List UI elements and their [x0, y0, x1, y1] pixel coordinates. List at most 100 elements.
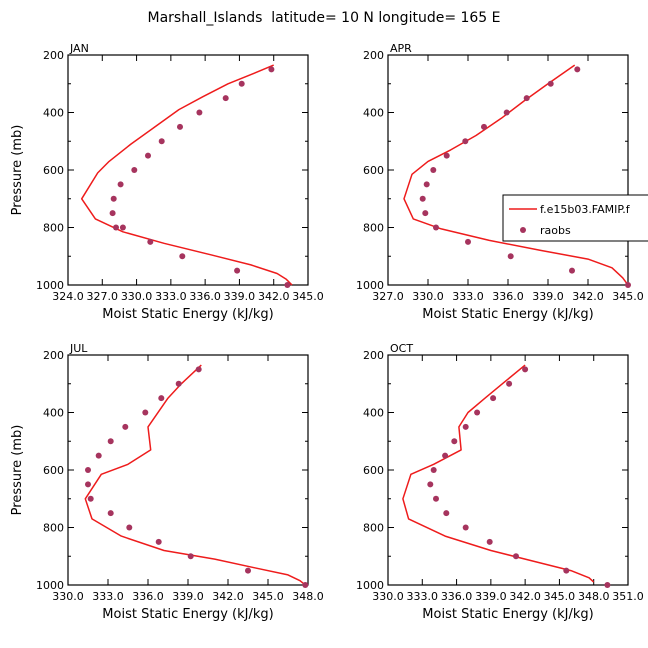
- raobs-point: [238, 80, 245, 87]
- plot-frame: [67, 54, 309, 286]
- y-tick-label: 600: [43, 464, 64, 477]
- legend: f.e15b03.FAMIP.f raobs: [502, 194, 648, 242]
- y-tick-label: 400: [363, 107, 384, 120]
- x-tick-label: 339.0: [224, 290, 256, 303]
- raobs-point: [234, 267, 241, 274]
- raobs-point: [222, 95, 229, 102]
- raobs-point: [474, 409, 481, 416]
- y-tick-label: 1000: [356, 279, 384, 292]
- raobs-point: [522, 366, 529, 373]
- raobs-point: [268, 66, 275, 73]
- y-tick-label: 600: [43, 164, 64, 177]
- raobs-point: [179, 253, 186, 260]
- raobs-point: [433, 495, 439, 502]
- raobs-point: [85, 481, 91, 488]
- raobs-point: [481, 123, 487, 130]
- y-tick-label: 400: [363, 407, 384, 420]
- raobs-point: [547, 80, 554, 87]
- x-tick-label: 339.0: [172, 590, 204, 603]
- legend-model-label: f.e15b03.FAMIP.f: [540, 203, 631, 216]
- raobs-point: [569, 267, 575, 274]
- y-tick-label: 600: [363, 464, 384, 477]
- x-tick-label: 339.0: [475, 590, 507, 603]
- x-tick-label: 339.0: [532, 290, 564, 303]
- raobs-point: [85, 467, 91, 473]
- raobs-point: [113, 224, 119, 231]
- raobs-point: [158, 395, 165, 402]
- figure-title: Marshall_Islands latitude= 10 N longitud…: [147, 10, 500, 26]
- panel-label: JAN: [69, 42, 89, 55]
- x-tick-label: 324.0: [52, 290, 84, 303]
- raobs-point: [462, 423, 469, 430]
- raobs-point: [604, 582, 611, 588]
- x-tick-label: 333.0: [452, 290, 484, 303]
- raobs-point: [465, 238, 471, 245]
- raobs-point: [147, 238, 154, 245]
- raobs-point: [95, 452, 102, 459]
- raobs-point: [195, 366, 202, 373]
- x-tick-label: 345.0: [252, 590, 284, 603]
- y-tick-label: 800: [363, 522, 384, 535]
- raobs-point: [177, 123, 183, 130]
- raobs-point: [107, 438, 114, 445]
- raobs-point: [430, 467, 437, 473]
- raobs-point: [145, 152, 151, 159]
- x-tick-label: 342.0: [212, 590, 244, 603]
- x-tick-label: 345.0: [544, 590, 576, 603]
- x-tick-label: 342.0: [258, 290, 290, 303]
- x-tick-label: 333.0: [92, 590, 124, 603]
- raobs-point: [109, 210, 116, 217]
- legend-raobs-label: raobs: [540, 224, 571, 237]
- raobs-point: [126, 524, 133, 531]
- x-tick-label: 330.0: [372, 590, 404, 603]
- plot-frame: [387, 54, 629, 286]
- y-tick-label: 200: [363, 349, 384, 362]
- x-tick-label: 330.0: [121, 290, 153, 303]
- y-axis-label: Pressure (mb): [10, 425, 25, 516]
- raobs-point: [419, 195, 426, 202]
- raobs-point: [155, 538, 162, 545]
- y-tick-label: 600: [363, 164, 384, 177]
- raobs-point: [507, 253, 514, 260]
- x-tick-label: 342.0: [509, 590, 541, 603]
- x-tick-label: 330.0: [52, 590, 84, 603]
- x-tick-label: 336.0: [441, 590, 473, 603]
- raobs-point: [196, 109, 203, 116]
- raobs-point: [142, 409, 149, 416]
- y-tick-label: 800: [43, 222, 64, 235]
- raobs-point: [422, 210, 429, 217]
- plot-frame: [387, 354, 629, 586]
- x-tick-label: 348.0: [578, 590, 610, 603]
- raobs-point: [107, 510, 114, 517]
- panel-label: JUL: [69, 342, 88, 355]
- y-tick-label: 200: [363, 49, 384, 62]
- x-tick-label: 327.0: [87, 290, 119, 303]
- raobs-point: [503, 109, 510, 116]
- raobs-point: [131, 167, 138, 173]
- model-profile-line: [403, 64, 629, 286]
- legend-box: [502, 194, 648, 242]
- x-tick-label: 351.0: [612, 590, 644, 603]
- y-tick-label: 1000: [36, 579, 64, 592]
- raobs-point: [433, 224, 439, 231]
- raobs-point: [574, 66, 581, 73]
- model-profile-line: [402, 364, 595, 583]
- plot-frame: [67, 354, 309, 586]
- raobs-point: [117, 181, 124, 188]
- raobs-point: [506, 380, 513, 387]
- x-axis-label: Moist Static Energy (kJ/kg): [422, 307, 593, 322]
- x-tick-label: 348.0: [292, 590, 324, 603]
- x-tick-label: 327.0: [372, 290, 404, 303]
- y-tick-label: 200: [43, 349, 64, 362]
- raobs-point: [175, 380, 182, 387]
- x-tick-label: 345.0: [612, 290, 644, 303]
- legend-raobs-marker: [520, 227, 526, 233]
- x-tick-label: 345.0: [292, 290, 324, 303]
- raobs-point: [122, 423, 129, 430]
- raobs-point: [427, 481, 434, 488]
- raobs-point: [119, 224, 126, 231]
